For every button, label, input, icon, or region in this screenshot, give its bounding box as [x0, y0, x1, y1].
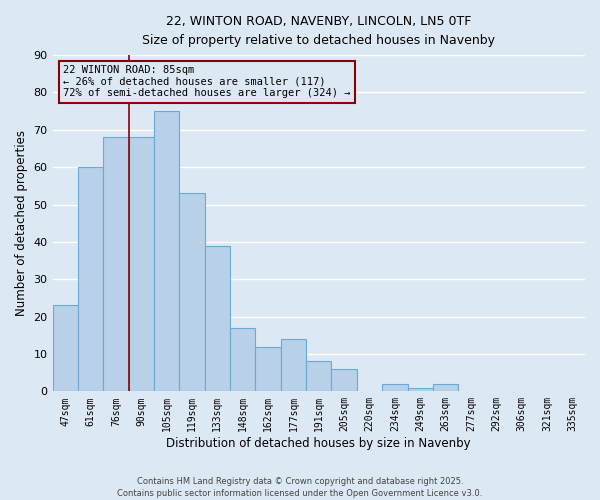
Bar — [433, 384, 458, 392]
Title: 22, WINTON ROAD, NAVENBY, LINCOLN, LN5 0TF
Size of property relative to detached: 22, WINTON ROAD, NAVENBY, LINCOLN, LN5 0… — [142, 15, 495, 47]
Bar — [407, 388, 433, 392]
Bar — [53, 306, 78, 392]
Bar — [306, 362, 331, 392]
Bar — [179, 194, 205, 392]
Text: Contains HM Land Registry data © Crown copyright and database right 2025.
Contai: Contains HM Land Registry data © Crown c… — [118, 476, 482, 498]
X-axis label: Distribution of detached houses by size in Navenby: Distribution of detached houses by size … — [166, 437, 471, 450]
Bar — [205, 246, 230, 392]
Bar — [78, 167, 103, 392]
Y-axis label: Number of detached properties: Number of detached properties — [15, 130, 28, 316]
Bar — [256, 346, 281, 392]
Bar — [331, 369, 357, 392]
Bar — [230, 328, 256, 392]
Bar — [154, 111, 179, 392]
Text: 22 WINTON ROAD: 85sqm
← 26% of detached houses are smaller (117)
72% of semi-det: 22 WINTON ROAD: 85sqm ← 26% of detached … — [63, 65, 350, 98]
Bar — [382, 384, 407, 392]
Bar — [128, 138, 154, 392]
Bar — [281, 339, 306, 392]
Bar — [103, 138, 128, 392]
